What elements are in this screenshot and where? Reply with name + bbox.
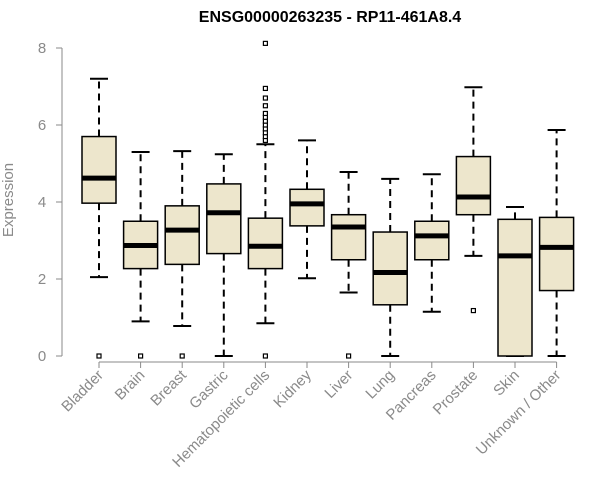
x-tick-label: Bladder bbox=[58, 367, 107, 416]
outlier-point bbox=[346, 353, 352, 359]
box bbox=[372, 231, 408, 306]
outlier-point bbox=[470, 307, 476, 314]
box bbox=[414, 220, 450, 261]
outlier-point bbox=[96, 353, 102, 359]
chart-title: ENSG00000263235 - RP11-461A8.4 bbox=[199, 9, 462, 26]
box bbox=[81, 135, 117, 204]
box-group bbox=[330, 170, 367, 359]
outlier-point bbox=[262, 85, 268, 92]
x-tick-label: Prostate bbox=[430, 367, 482, 419]
outlier-point bbox=[138, 353, 144, 359]
box-group bbox=[414, 173, 450, 313]
outlier-point bbox=[262, 110, 268, 117]
box-group bbox=[81, 77, 117, 359]
x-tick-label: Brain bbox=[112, 367, 149, 404]
y-tick-label: 6 bbox=[38, 117, 46, 134]
outlier-point bbox=[262, 353, 268, 359]
x-tick-label: Lung bbox=[362, 367, 398, 403]
x-tick-label: Skin bbox=[490, 367, 523, 400]
box-group bbox=[497, 206, 533, 357]
box bbox=[164, 205, 200, 266]
y-tick-label: 8 bbox=[38, 40, 46, 57]
box bbox=[247, 217, 284, 270]
box-group bbox=[455, 86, 492, 314]
x-tick-label: Kidney bbox=[270, 366, 315, 411]
y-tick-label: 0 bbox=[38, 348, 46, 365]
outlier-point bbox=[179, 353, 185, 359]
box-group bbox=[538, 129, 575, 357]
box-group bbox=[247, 40, 284, 359]
box bbox=[538, 216, 575, 292]
box bbox=[330, 213, 367, 261]
box-group bbox=[289, 139, 325, 280]
y-axis-label: Expression bbox=[0, 163, 17, 237]
boxes bbox=[81, 40, 575, 359]
box-group bbox=[164, 150, 200, 359]
box-group bbox=[122, 150, 159, 359]
y-tick-label: 4 bbox=[38, 194, 46, 211]
x-tick-label: Liver bbox=[321, 367, 356, 402]
box-group bbox=[372, 177, 408, 357]
box bbox=[289, 188, 325, 227]
box bbox=[206, 183, 242, 255]
outlier-point bbox=[262, 95, 268, 101]
x-tick-label: Breast bbox=[147, 366, 190, 409]
box-group bbox=[206, 153, 242, 357]
outlier-point bbox=[262, 103, 268, 109]
y-tick-label: 2 bbox=[38, 271, 46, 288]
box bbox=[497, 218, 533, 357]
outlier-point bbox=[262, 40, 268, 46]
box bbox=[455, 155, 492, 216]
